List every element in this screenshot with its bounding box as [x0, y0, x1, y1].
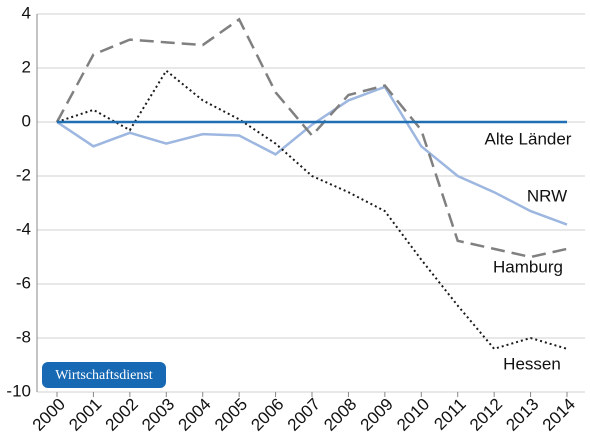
x-tick-label: 2008	[320, 395, 360, 435]
x-tick-label: 2009	[357, 395, 397, 435]
x-tick-label: 2000	[29, 395, 69, 435]
line-series	[55, 17, 568, 259]
y-tick-label: 0	[22, 111, 31, 130]
y-tick-label: -4	[16, 219, 31, 238]
series-label: Hamburg	[493, 257, 563, 276]
x-tick-label: 2002	[102, 395, 142, 435]
x-tick-label: 2012	[466, 395, 506, 435]
line-series	[56, 85, 568, 226]
x-tick-label: 2006	[247, 395, 287, 435]
series-label: Hessen	[503, 354, 561, 373]
y-tick-label: 4	[22, 3, 31, 22]
x-tick-label: 2013	[502, 395, 542, 435]
y-tick-label: 2	[22, 57, 31, 76]
x-tick-label: 2005	[211, 395, 251, 435]
y-tick-label: -2	[16, 165, 31, 184]
series-label: Alte Länder	[485, 129, 572, 148]
badge: Wirtschaftsdienst	[55, 368, 153, 383]
x-tick-label: 2010	[393, 395, 433, 435]
y-tick-label: -8	[16, 327, 31, 346]
x-tick-label: 2001	[65, 395, 105, 435]
badge-box	[42, 362, 166, 388]
series-label: NRW	[527, 186, 567, 205]
x-tick-label: 2004	[175, 395, 215, 435]
x-tick-label: 2014	[539, 395, 579, 435]
y-tick-label: -10	[6, 381, 31, 400]
y-tick-label: -6	[16, 273, 31, 292]
x-tick-label: 2011	[430, 395, 469, 434]
x-tick-label: 2003	[138, 395, 178, 435]
x-tick-label: 2007	[284, 395, 324, 435]
line-series	[56, 69, 568, 350]
